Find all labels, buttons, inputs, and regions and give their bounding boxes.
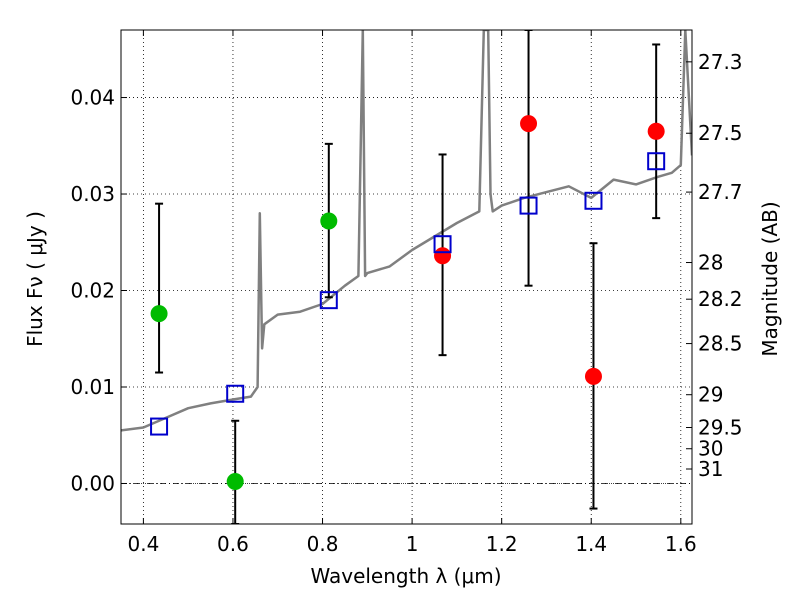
model-flux-square [319,291,338,310]
data-point [434,247,452,265]
y-tick-label: 0.04 [70,86,115,110]
y-axis-label-left: Flux Fν ( μJy ) [23,211,47,347]
y-tick-label: 0.01 [70,375,115,399]
model-spectrum-line [121,30,692,432]
model-flux-square [150,417,169,436]
right-tick-label: 27.7 [698,180,743,204]
x-tick-label: 0.6 [217,532,249,556]
x-axis-label: Wavelength λ (μm) [310,564,501,588]
model-flux-square [647,152,666,171]
x-tick-label: 1.6 [665,532,697,556]
model-flux-square [584,191,603,210]
right-tick-label: 28.2 [698,287,743,311]
data-point [584,367,602,385]
model-spectrum [121,30,692,432]
data-point [226,473,244,491]
x-tick-label: 0.4 [127,532,159,556]
data-point [647,122,665,140]
right-tick-label: 28.5 [698,332,743,356]
y-tick-label: 0.02 [70,279,115,303]
error-bars [155,30,661,524]
x-tick-label: 1 [406,532,419,556]
x-tick-label: 1.4 [575,532,607,556]
axis-ticks [121,30,692,524]
model-flux-square [226,384,245,403]
y-tick-label: 0.03 [70,182,115,206]
grid-lines [121,30,692,524]
right-tick-label: 31 [698,457,723,481]
plot-frame [120,29,693,525]
model-flux-square [519,196,538,215]
right-tick-label: 28 [698,251,723,275]
right-tick-label: 27.3 [698,50,743,74]
data-markers [150,115,666,491]
y-tick-label: 0.00 [70,471,115,495]
right-tick-label: 29.5 [698,416,743,440]
data-point [520,115,538,133]
tick-labels: 0.4 0.6 0.8 1 1.2 1.4 1.6 0.00 0.01 0.02 0.03 0.04 2… [70,50,742,556]
y-axis-label-right: Magnitude (AB) [758,201,782,356]
x-tick-label: 0.8 [307,532,339,556]
data-point [150,305,168,323]
data-point [320,212,338,230]
x-tick-label: 1.2 [486,532,518,556]
right-tick-label: 27.5 [698,121,743,145]
model-flux-square [433,235,452,254]
right-tick-label: 30 [698,437,723,461]
right-tick-label: 29 [698,383,723,407]
